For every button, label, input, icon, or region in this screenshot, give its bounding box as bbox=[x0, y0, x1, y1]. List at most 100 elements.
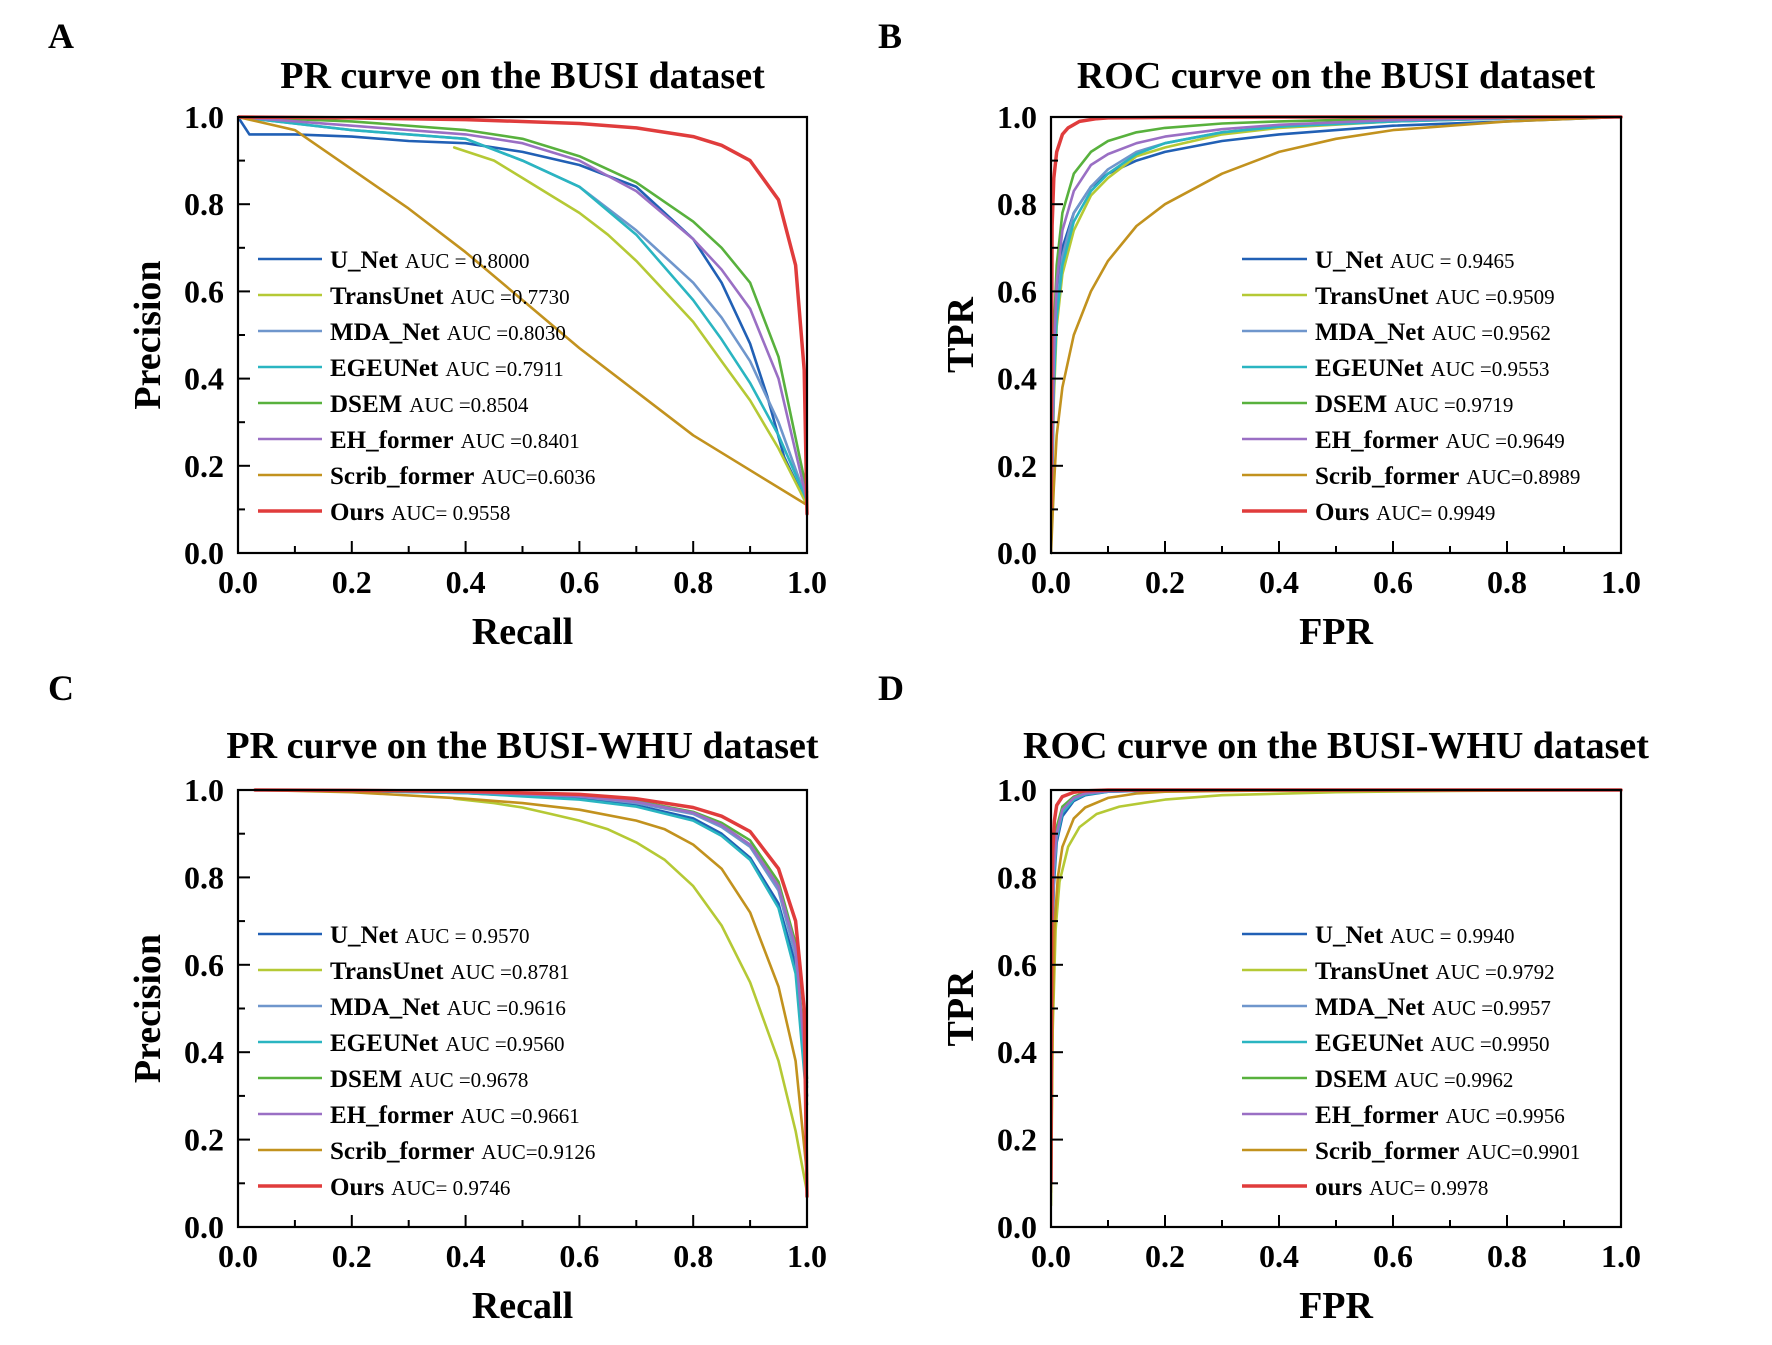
legend-auc-label: AUC =0.9661 bbox=[461, 1104, 580, 1128]
y-tick-label: 0.0 bbox=[184, 535, 224, 571]
x-tick-label: 0.0 bbox=[218, 564, 258, 600]
panel-letter: A bbox=[48, 16, 74, 56]
legend-series-name: Scrib_former bbox=[1315, 463, 1459, 490]
y-tick-label: 1.0 bbox=[184, 772, 224, 808]
legend-series-name: Ours bbox=[1315, 499, 1369, 526]
panel-letter: B bbox=[878, 16, 902, 56]
legend-series-name: U_Net bbox=[330, 922, 399, 949]
x-tick-label: 1.0 bbox=[1601, 1238, 1641, 1274]
legend-series-name: Scrib_former bbox=[330, 463, 474, 490]
x-tick-label: 0.6 bbox=[559, 1238, 599, 1274]
y-tick-label: 0.0 bbox=[184, 1209, 224, 1245]
legend-entry: EGEUNet AUC =0.7911 bbox=[330, 355, 564, 382]
legend-auc-label: AUC =0.8401 bbox=[461, 429, 580, 453]
series-line-transunet bbox=[452, 797, 809, 1194]
legend-series-name: EH_former bbox=[1315, 1102, 1439, 1129]
legend-auc-label: AUC =0.9956 bbox=[1446, 1104, 1565, 1128]
legend: U_Net AUC = 0.9570 TransUnet AUC =0.8781 MDA… bbox=[258, 922, 595, 1201]
legend-auc-label: AUC =0.9562 bbox=[1432, 321, 1551, 345]
x-tick-label: 0.2 bbox=[1145, 1238, 1185, 1274]
series-line-u-net bbox=[238, 115, 809, 507]
legend-entry: EGEUNet AUC =0.9560 bbox=[330, 1030, 565, 1057]
x-tick-label: 0.4 bbox=[446, 1238, 486, 1274]
legend-series-name: ours bbox=[1315, 1174, 1363, 1201]
legend-auc-label: AUC =0.8781 bbox=[450, 960, 569, 984]
series-lines bbox=[238, 115, 809, 516]
series-line-scrib-former bbox=[253, 788, 809, 1176]
legend-entry: Scrib_former AUC=0.9901 bbox=[1315, 1138, 1580, 1165]
legend-entry: MDA_Net AUC =0.9957 bbox=[1315, 994, 1551, 1021]
y-tick-label: 0.6 bbox=[997, 273, 1037, 309]
legend-series-name: EH_former bbox=[330, 1102, 454, 1129]
legend-auc-label: AUC =0.8030 bbox=[447, 321, 566, 345]
legend-series-name: EH_former bbox=[1315, 427, 1439, 454]
legend-entry: U_Net AUC = 0.9465 bbox=[1315, 247, 1514, 274]
legend-series-name: TransUnet bbox=[1315, 958, 1429, 985]
y-axis-label: Precision bbox=[127, 260, 169, 409]
legend-auc-label: AUC =0.9719 bbox=[1394, 393, 1513, 417]
legend-entry: EH_former AUC =0.9661 bbox=[330, 1102, 580, 1129]
legend-series-name: U_Net bbox=[1315, 247, 1384, 274]
legend-entry: EGEUNet AUC =0.9950 bbox=[1315, 1030, 1550, 1057]
x-tick-label: 0.8 bbox=[673, 1238, 713, 1274]
legend-series-name: EGEUNet bbox=[1315, 355, 1424, 382]
y-tick-label: 0.6 bbox=[184, 273, 224, 309]
legend-auc-label: AUC= 0.9746 bbox=[391, 1176, 510, 1200]
legend-series-name: TransUnet bbox=[1315, 283, 1429, 310]
y-tick-label: 0.2 bbox=[184, 448, 224, 484]
legend-entry: Scrib_former AUC=0.9126 bbox=[330, 1138, 595, 1165]
series-line-dsem bbox=[1051, 115, 1623, 555]
series-line-egeunet bbox=[238, 115, 809, 503]
series-line-ours bbox=[253, 788, 809, 1199]
legend-series-name: TransUnet bbox=[330, 283, 444, 310]
legend-auc-label: AUC =0.9509 bbox=[1435, 285, 1554, 309]
legend-auc-label: AUC=0.9901 bbox=[1466, 1140, 1580, 1164]
y-tick-label: 0.2 bbox=[997, 448, 1037, 484]
series-line-transunet bbox=[452, 146, 809, 507]
y-tick-label: 0.0 bbox=[997, 1209, 1037, 1245]
x-tick-label: 0.8 bbox=[1487, 564, 1527, 600]
y-tick-label: 1.0 bbox=[997, 772, 1037, 808]
x-tick-label: 0.2 bbox=[1145, 564, 1185, 600]
x-axis-label: FPR bbox=[1299, 1285, 1373, 1327]
y-tick-label: 0.8 bbox=[184, 186, 224, 222]
legend-entry: MDA_Net AUC =0.9562 bbox=[1315, 319, 1551, 346]
legend-series-name: MDA_Net bbox=[330, 319, 440, 346]
x-tick-label: 0.6 bbox=[559, 564, 599, 600]
legend-series-name: DSEM bbox=[1315, 1066, 1387, 1093]
x-tick-label: 0.8 bbox=[1487, 1238, 1527, 1274]
x-tick-label: 0.0 bbox=[1031, 564, 1071, 600]
chart-panel-c: C PR curve on the BUSI-WHU dataset 0.0 0.2 0… bbox=[48, 668, 827, 1327]
legend-series-name: DSEM bbox=[1315, 391, 1387, 418]
x-tick-label: 0.0 bbox=[218, 1238, 258, 1274]
y-axis-label: Precision bbox=[127, 934, 169, 1083]
y-axis-label: TPR bbox=[940, 970, 982, 1047]
legend-series-name: DSEM bbox=[330, 1066, 402, 1093]
legend: U_Net AUC = 0.8000 TransUnet AUC =0.7730 MDA… bbox=[258, 247, 595, 526]
y-tick-label: 0.8 bbox=[997, 186, 1037, 222]
legend-auc-label: AUC =0.9560 bbox=[445, 1032, 564, 1056]
legend-auc-label: AUC = 0.9940 bbox=[1390, 924, 1514, 948]
chart-title: ROC curve on the BUSI dataset bbox=[1077, 55, 1596, 97]
legend-entry: DSEM AUC =0.8504 bbox=[330, 391, 529, 418]
legend-series-name: U_Net bbox=[330, 247, 399, 274]
legend-series-name: EGEUNet bbox=[330, 1030, 439, 1057]
y-tick-label: 0.2 bbox=[997, 1122, 1037, 1158]
series-line-eh-former bbox=[238, 115, 809, 503]
legend-entry: U_Net AUC = 0.8000 bbox=[330, 247, 529, 274]
y-tick-label: 0.4 bbox=[997, 361, 1037, 397]
x-tick-label: 1.0 bbox=[1601, 564, 1641, 600]
legend-entry: EH_former AUC =0.8401 bbox=[330, 427, 580, 454]
y-tick-label: 1.0 bbox=[997, 99, 1037, 135]
panel-letter: C bbox=[48, 668, 74, 708]
legend-entry: DSEM AUC =0.9962 bbox=[1315, 1066, 1513, 1093]
x-axis-label: FPR bbox=[1299, 611, 1373, 653]
legend-auc-label: AUC = 0.9465 bbox=[1390, 249, 1514, 273]
x-axis-label: Recall bbox=[472, 1285, 573, 1327]
series-line-dsem bbox=[238, 115, 809, 494]
x-tick-label: 0.4 bbox=[446, 564, 486, 600]
series-line-scrib-former bbox=[1051, 788, 1623, 1194]
series-line-eh-former bbox=[1051, 115, 1623, 555]
legend-entry: MDA_Net AUC =0.9616 bbox=[330, 994, 566, 1021]
